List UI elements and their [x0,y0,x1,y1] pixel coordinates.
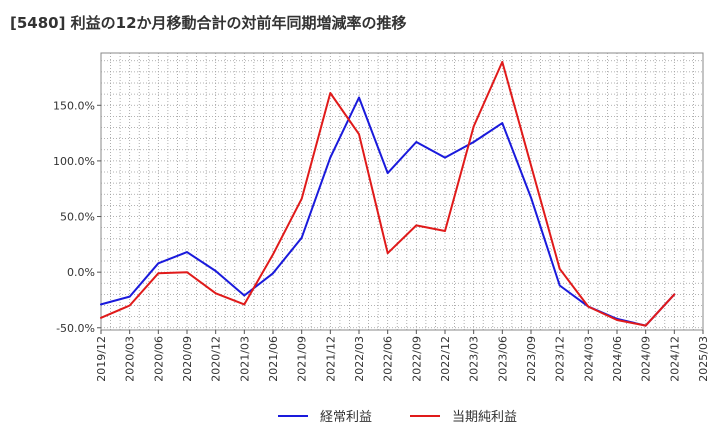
y-tick-label: 100.0% [53,155,95,168]
series-0-point [358,96,360,99]
x-tick-label: 2022/12 [439,336,452,382]
series-1-point [100,316,102,319]
x-tick-label: 2020/09 [181,336,194,382]
series-layer [100,60,676,327]
series-0-point [128,295,131,298]
series-1-point [358,133,360,136]
series-1-point [501,61,504,63]
series-0-point [444,156,446,159]
series-1-point [272,253,274,256]
legend-label-0: 経常利益 [320,410,372,425]
series-0-point [272,272,274,275]
x-tick-label: 2024/12 [668,336,681,382]
grid-layer [101,53,703,330]
series-0-point [530,196,532,199]
series-0-point [300,236,303,239]
x-tick-label: 2023/06 [496,336,509,382]
series-0-point [415,141,418,143]
x-tick-label: 2024/03 [582,336,595,382]
series-1-point [415,224,418,227]
series-1-point [587,305,590,308]
legend: 経常利益 当期純利益 [278,410,517,425]
series-1-point [243,303,246,306]
x-tick-label: 2021/03 [238,336,251,382]
series-1-point [444,230,446,232]
chart-title: [5480] 利益の12か月移動合計の対前年同期増減率の推移 [10,14,407,32]
series-0-point [186,251,188,253]
y-tick-label: 150.0% [53,99,95,112]
x-tick-label: 2024/06 [611,336,624,382]
series-0-point [386,172,389,174]
x-tick-label: 2023/03 [468,336,481,382]
x-tick-label: 2022/03 [353,336,366,382]
series-1-point [214,292,217,295]
series-0-point [157,262,160,265]
x-tick-label: 2025/03 [697,336,710,382]
series-0-point [472,141,475,143]
series-1-point [530,164,532,167]
x-tick-label: 2022/09 [410,336,423,382]
y-tick-label: 50.0% [60,211,95,224]
y-tick-label: 0.0% [67,266,95,279]
legend-label-1: 当期純利益 [452,410,517,425]
series-1-point [300,197,303,200]
x-tick-label: 2023/09 [525,336,538,382]
x-tick-label: 2024/09 [640,336,653,382]
series-1-point [673,293,676,296]
y-tick-label: -50.0% [56,322,95,335]
x-tick-label: 2021/06 [267,336,280,382]
series-0-point [243,294,246,297]
series-1-point [186,271,188,273]
series-1-point [386,252,389,255]
series-1-point [329,92,332,94]
x-tick-label: 2022/06 [382,336,395,382]
x-tick-label: 2021/09 [296,336,309,382]
series-1-point [472,125,475,128]
axis-layer: -50.0% 0.0% 50.0% 100.0% 150.0% 2019/12 2020/0… [53,99,710,381]
series-1-point [128,304,131,307]
series-0-point [501,122,504,124]
series-0-point [214,270,217,272]
series-1-point [616,319,618,321]
x-tick-label: 2020/06 [152,336,165,382]
x-tick-label: 2021/12 [324,336,337,382]
series-0-point [100,303,102,306]
series-1-point [644,324,647,327]
x-tick-label: 2020/03 [124,336,137,382]
series-0-point [558,284,561,287]
x-tick-label: 2020/12 [210,336,223,382]
series-1-point [157,272,160,275]
series-1-point [558,268,561,270]
x-tick-label: 2023/12 [554,336,567,382]
series-0-point [329,156,332,159]
x-tick-label: 2019/12 [95,336,108,382]
